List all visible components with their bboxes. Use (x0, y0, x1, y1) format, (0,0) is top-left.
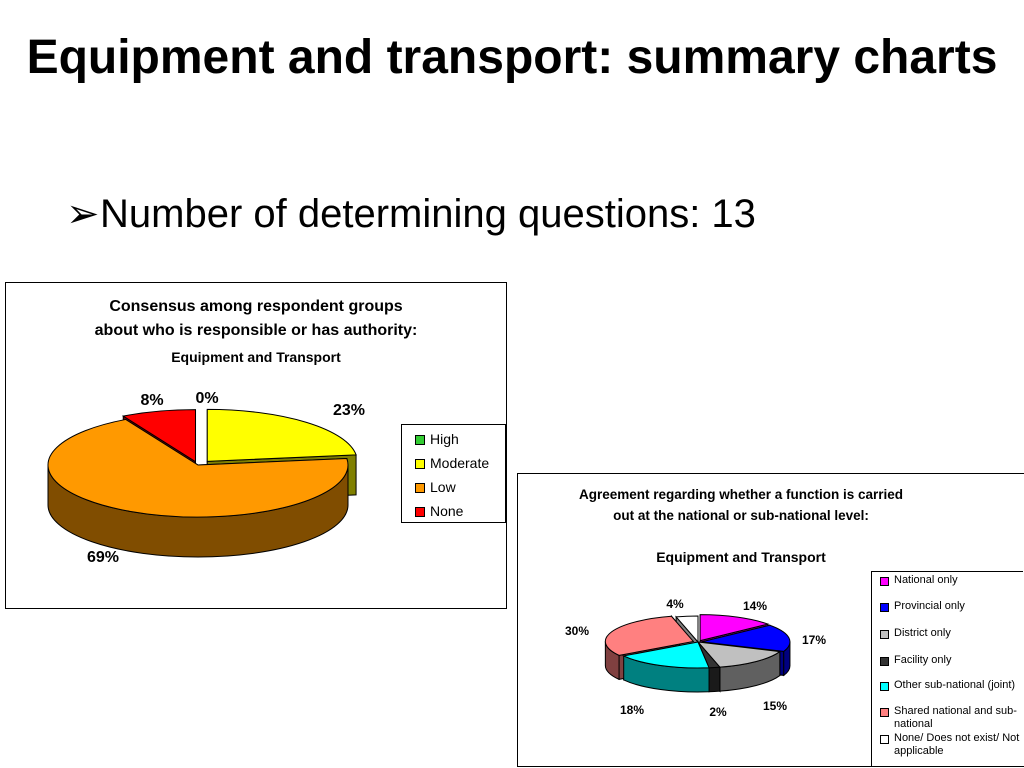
data-label-low: 69% (87, 549, 119, 566)
legend-item-high: High (402, 431, 459, 447)
pie-slice-other-sub-national-joint (622, 641, 710, 669)
legend-item-other-sub-national-joint: Other sub-national (joint) (872, 679, 1020, 692)
data-label-shared-national-and-sub-national: 30% (565, 624, 589, 638)
data-label-national-only: 14% (743, 599, 767, 613)
pie-slice-shared-national-and-sub-national (604, 615, 695, 656)
legend-label: None (430, 503, 464, 519)
chart-title-line-1: Agreement regarding whether a function i… (578, 487, 904, 502)
pie-slice-low (47, 418, 349, 518)
pie-slice-none (121, 409, 197, 463)
data-label-none-does-not-exist-not-applicable: 4% (666, 597, 684, 611)
legend-label: Facility only (894, 654, 952, 666)
legend-swatch (880, 708, 889, 717)
legend-item-facility-only: Facility only (872, 654, 1020, 667)
bullet-text: Number of determining questions: 13 (100, 192, 756, 236)
pie-slices (47, 408, 357, 558)
legend-swatch (415, 483, 425, 493)
data-label-moderate: 23% (333, 402, 365, 419)
agreement-chart: Agreement regarding whether a function i… (517, 473, 1024, 767)
legend-item-provincial-only: Provincial only (872, 600, 1020, 613)
consensus-chart: Consensus among respondent groups about … (5, 282, 507, 609)
data-label-district-only: 15% (763, 699, 787, 713)
legend-swatch (880, 657, 889, 666)
legend-label: Low (430, 479, 456, 495)
slide-title: Equipment and transport: summary charts (26, 31, 998, 84)
data-label-high: 0% (195, 390, 218, 407)
legend-item-district-only: District only (872, 627, 1020, 640)
pie-slices (604, 614, 791, 693)
legend-label: None/ Does not exist/ Not applicable (894, 732, 1020, 757)
legend-swatch (415, 435, 425, 445)
legend-swatch (880, 603, 889, 612)
legend-label: District only (894, 627, 951, 639)
arrow-bullet-icon: ➢ (66, 192, 100, 236)
chart-title-line-1: Consensus among respondent groups (109, 298, 403, 315)
pie-chart-svg: 14% 17% 15% 2% 18% 30% 4% (565, 597, 826, 719)
chart-legend: High Moderate Low None (401, 424, 506, 523)
legend-swatch (880, 577, 889, 586)
legend-label: Moderate (430, 455, 490, 471)
data-label-provincial-only: 17% (802, 633, 826, 647)
legend-item-shared-national-and-sub-national: Shared national and sub-national (872, 705, 1020, 731)
legend-item-none: None (402, 503, 463, 519)
pie-slice-provincial-only (701, 624, 791, 652)
legend-label: Provincial only (894, 600, 965, 612)
legend-swatch (415, 507, 425, 517)
pie-data-labels: 0% 23% 69% 8% (87, 390, 365, 566)
legend-item-national-only: National only (872, 574, 1020, 587)
pie-slice-district-only (696, 641, 782, 668)
legend-swatch (880, 630, 889, 639)
bullet-item: ➢Number of determining questions: 13 (66, 190, 756, 238)
legend-label: Other sub-national (joint) (894, 679, 1016, 691)
data-label-facility-only: 2% (709, 705, 727, 719)
chart-title: Consensus among respondent groups about … (6, 295, 506, 343)
chart-subtitle: Equipment and Transport (171, 349, 341, 365)
legend-swatch (880, 735, 889, 744)
data-label-other-sub-national-joint: 18% (620, 703, 644, 717)
pie-chart-svg: 0% 23% 69% 8% (47, 390, 365, 566)
chart-title: Agreement regarding whether a function i… (488, 484, 994, 526)
chart-title-line-2: out at the national or sub-national leve… (613, 508, 869, 523)
pie-slice-moderate (206, 408, 357, 462)
legend-item-moderate: Moderate (402, 455, 489, 471)
pie-slice-national-only (699, 614, 770, 642)
chart-title-line-2: about who is responsible or has authorit… (94, 322, 418, 339)
chart-subtitle: Equipment and Transport (656, 549, 826, 565)
legend-swatch (880, 682, 889, 691)
legend-swatch (415, 459, 425, 469)
legend-item-low: Low (402, 479, 456, 495)
legend-label: Shared national and sub-national (894, 705, 1017, 730)
pie-data-labels: 14% 17% 15% 2% 18% 30% 4% (565, 597, 826, 719)
legend-label: National only (894, 574, 958, 586)
pie-slice-none-does-not-exist-not-applicable (675, 615, 699, 644)
chart-legend: National only Provincial only District onl… (871, 571, 1023, 766)
legend-label: High (430, 431, 459, 447)
pie-slice-rim-facility-only (708, 666, 721, 693)
data-label-none: 8% (140, 392, 163, 409)
legend-item-none-does-not-exist-not-applicable: None/ Does not exist/ Not applicable (872, 732, 1020, 758)
